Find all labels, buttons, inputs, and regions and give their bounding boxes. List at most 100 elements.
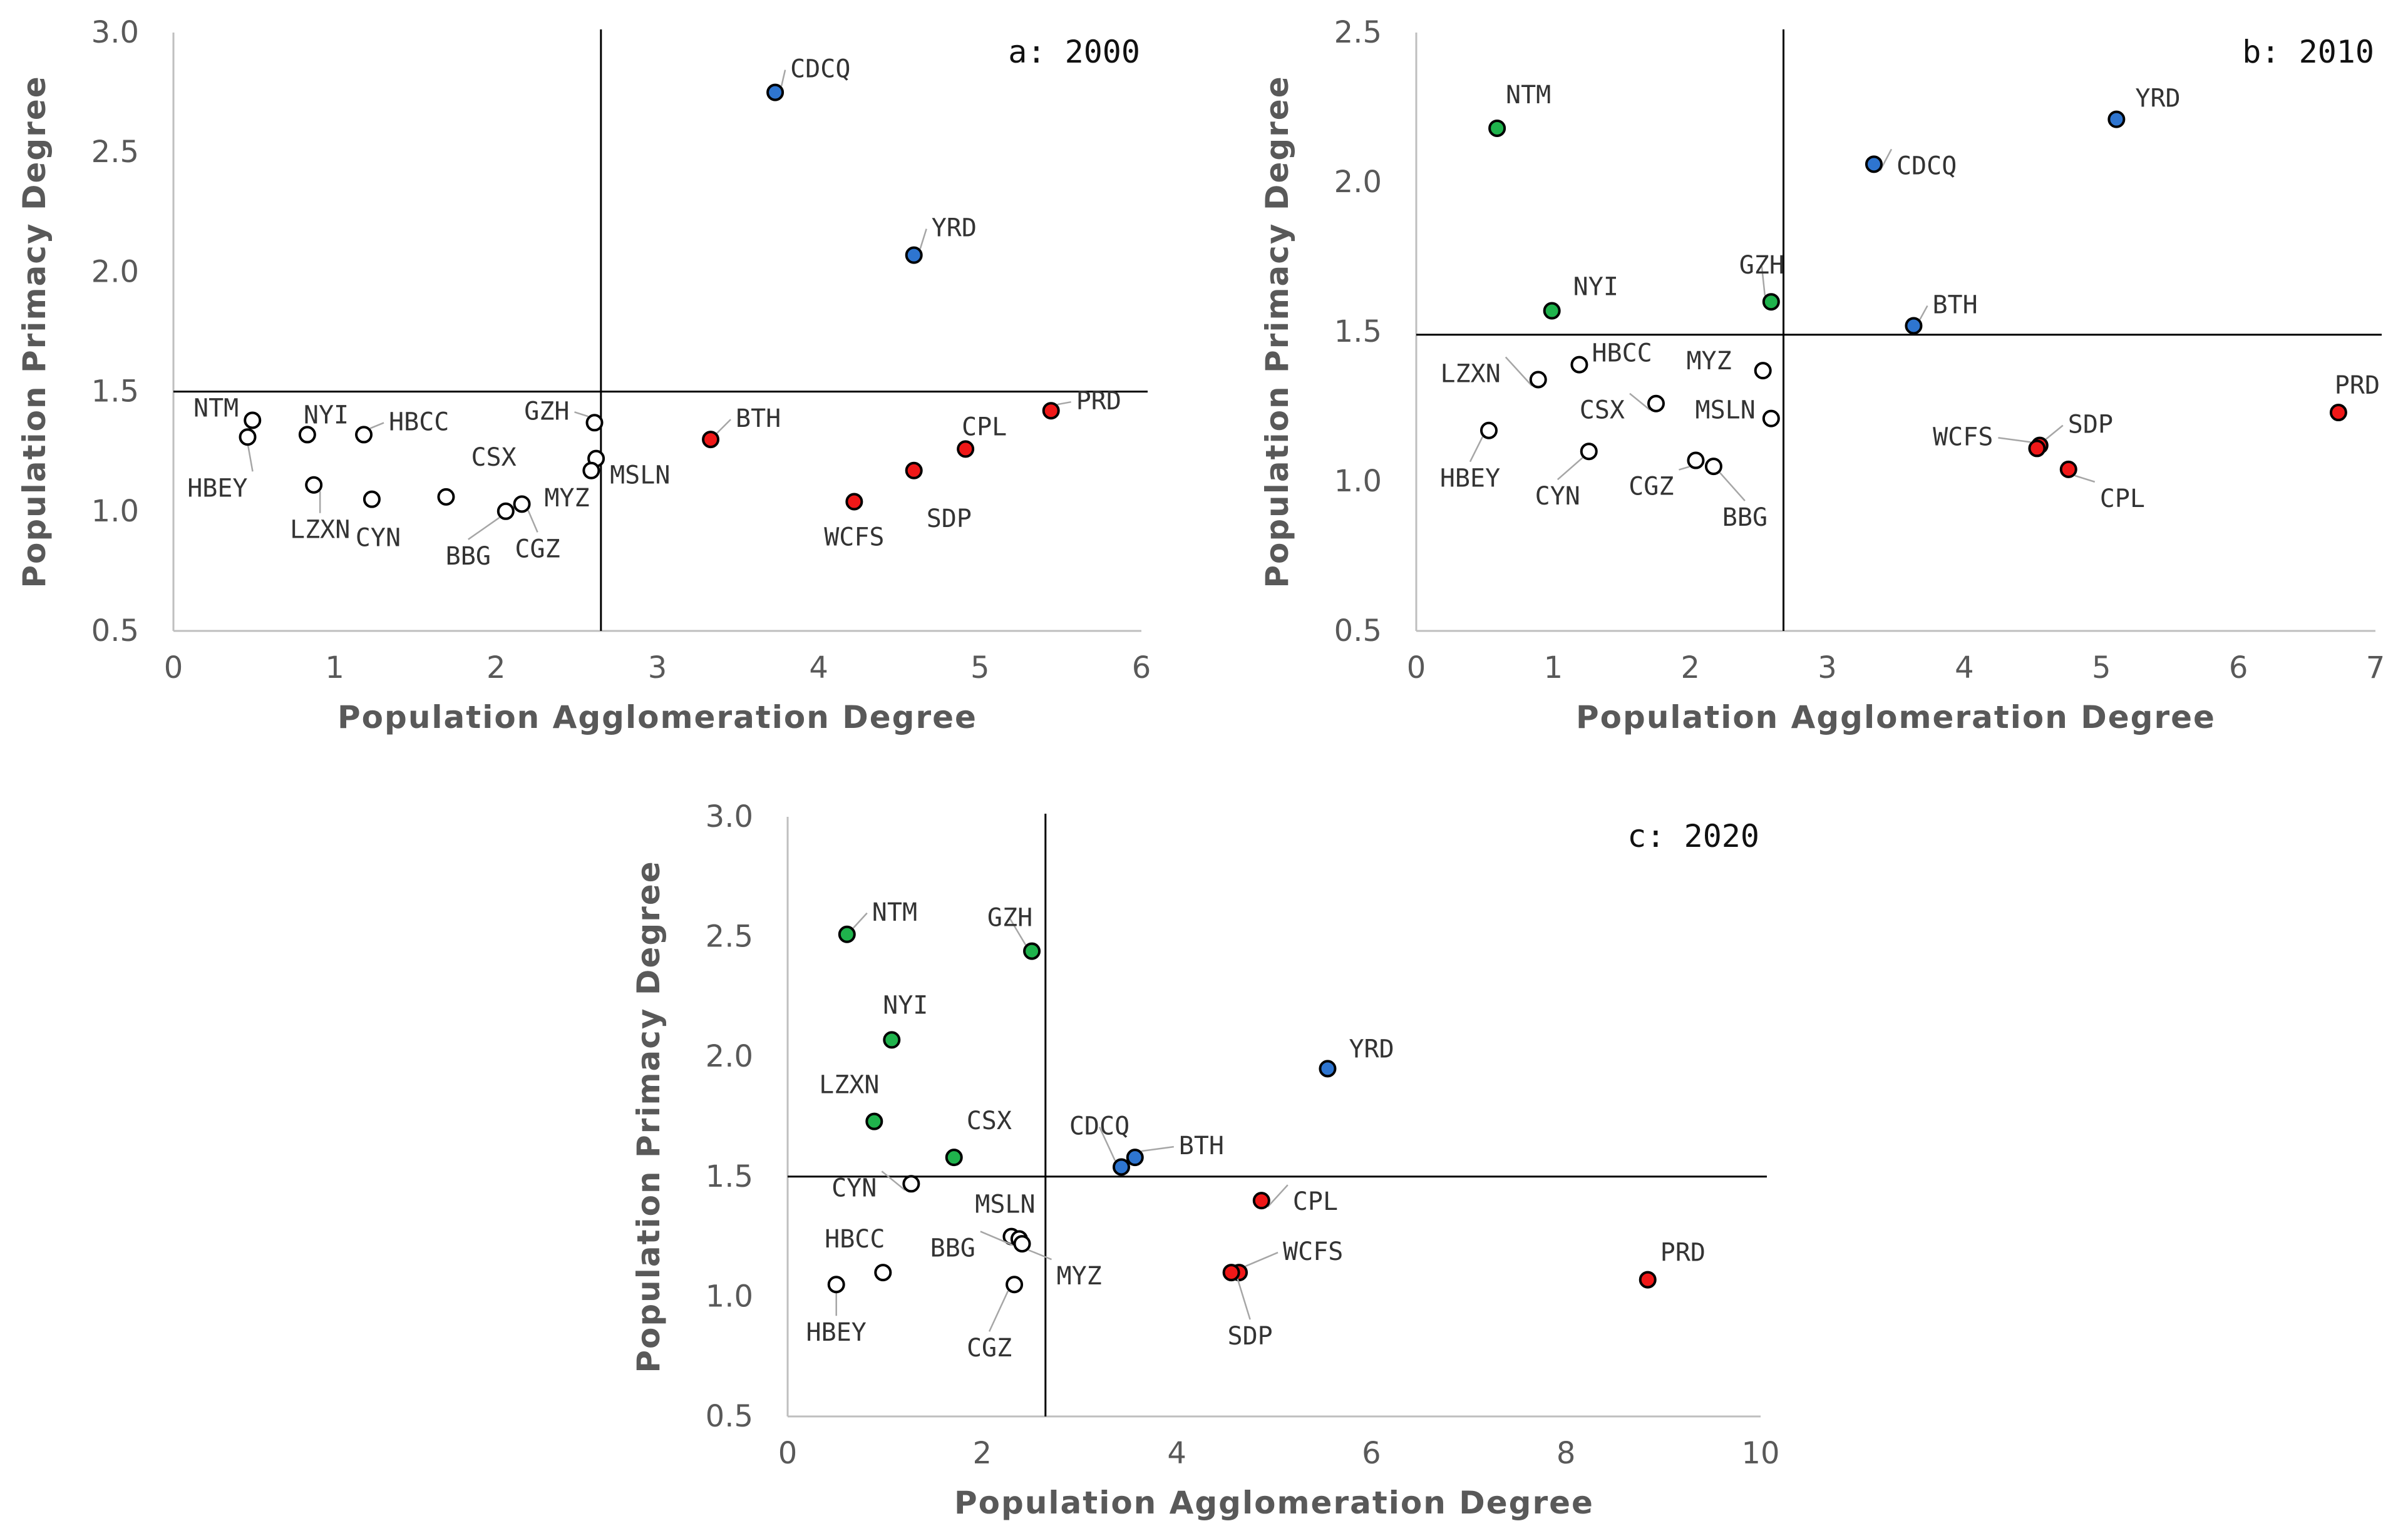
data-point-cyn [902, 1175, 920, 1193]
point-label-lzxn: LZXN [290, 516, 350, 545]
data-point-yrd [2107, 110, 2126, 128]
point-label-nyi: NYI [304, 401, 349, 429]
data-point-cgz [1006, 1276, 1024, 1294]
y-axis-title: Population Primacy Degree [16, 75, 53, 588]
point-label-sdp: SDP [2068, 411, 2113, 439]
point-label-wcfs: WCFS [1933, 422, 1993, 451]
point-label-yrd: YRD [932, 214, 977, 243]
point-label-gzh: GZH [987, 904, 1032, 933]
data-point-hbcc [1570, 356, 1588, 374]
leader-line [369, 422, 384, 429]
x-tick-label: 10 [1741, 1436, 1779, 1471]
data-point-cpl [2059, 460, 2077, 478]
x-tick-label: 1 [1544, 650, 1563, 685]
x-tick-label: 4 [809, 650, 828, 685]
point-label-hbey: HBEY [806, 1318, 867, 1347]
data-point-lzxn [305, 476, 323, 494]
data-point-cpl [957, 440, 975, 458]
leader-line [574, 411, 589, 417]
leader-line [1629, 392, 1650, 411]
y-tick-label: 0.5 [706, 1399, 753, 1434]
x-axis-title: Population Agglomeration Degree [1576, 699, 2216, 735]
leader-line [919, 228, 927, 250]
y-tick-label: 1.5 [706, 1159, 753, 1194]
point-label-bbg: BBG [446, 542, 491, 571]
data-point-csx [1647, 394, 1665, 412]
x-tick-label: 5 [970, 650, 990, 685]
data-point-msln [1762, 409, 1780, 428]
point-label-lzxn: LZXN [1440, 359, 1500, 388]
data-point-sdp [1222, 1264, 1240, 1282]
point-label-cyn: CYN [356, 524, 401, 553]
point-label-msln: MSLN [1695, 396, 1756, 425]
x-tick-label: 0 [1407, 650, 1426, 685]
point-label-myz: MYZ [1686, 347, 1731, 376]
x-tick-label: 1 [325, 650, 344, 685]
y-tick-label: 3.0 [706, 799, 753, 834]
data-point-prd [1042, 402, 1060, 420]
panel-title: b: 2010 [2242, 34, 2374, 70]
point-label-cgz: CGZ [515, 535, 560, 563]
y-tick-label: 1.5 [91, 374, 139, 409]
data-point-myz [1754, 362, 1772, 380]
point-label-yrd: YRD [1349, 1035, 1394, 1063]
data-point-prd [2329, 404, 2347, 422]
data-point-gzh [1762, 293, 1780, 311]
point-label-cdcq: CDCQ [1896, 151, 1957, 180]
point-label-ntm: NTM [872, 898, 917, 927]
y-tick-label: 2.0 [91, 254, 139, 289]
point-label-sdp: SDP [1227, 1322, 1272, 1351]
point-label-csx: CSX [1580, 396, 1625, 425]
x-tick-label: 6 [2229, 650, 2248, 685]
point-label-msln: MSLN [975, 1190, 1035, 1219]
x-axis-title: Population Agglomeration Degree [337, 699, 977, 735]
leader-line [988, 1290, 1009, 1332]
point-label-cgz: CGZ [967, 1334, 1012, 1363]
data-point-bth [1905, 317, 1923, 335]
data-point-cpl [1252, 1192, 1270, 1210]
leader-line [1098, 1126, 1116, 1161]
data-point-wcfs [2028, 439, 2046, 458]
y-tick-label: 0.5 [1334, 613, 1382, 648]
y-tick-label: 2.5 [706, 919, 753, 955]
x-axis-title: Population Agglomeration Degree [954, 1485, 1594, 1521]
leader-line [1505, 356, 1533, 387]
x-tick-label: 5 [2092, 650, 2111, 685]
data-point-yrd [1319, 1060, 1337, 1078]
data-point-bbg [1704, 458, 1722, 476]
leader-line [1761, 266, 1766, 296]
leader-line [1919, 305, 1928, 320]
y-tick-label: 3.0 [91, 15, 139, 50]
leader-line [852, 912, 868, 929]
point-label-wcfs: WCFS [1283, 1237, 1343, 1266]
x-tick-label: 3 [648, 650, 667, 685]
leader-line [1237, 1278, 1251, 1320]
data-point-ntm [1488, 119, 1506, 137]
leader-line [1998, 437, 2031, 443]
point-label-hbey: HBEY [187, 474, 247, 503]
x-tick-label: 0 [778, 1436, 798, 1471]
leader-line [1469, 436, 1484, 463]
data-point-bbg [497, 502, 515, 520]
point-label-bth: BTH [1179, 1132, 1224, 1160]
point-label-bbg: BBG [930, 1234, 975, 1262]
point-label-gzh: GZH [524, 397, 569, 426]
leader-line [716, 419, 731, 434]
point-label-nyi: NYI [883, 991, 928, 1020]
data-point-hbey [1479, 421, 1498, 439]
data-point-cdcq [1113, 1158, 1131, 1176]
panel-title: c: 2020 [1627, 818, 1759, 854]
point-label-prd: PRD [1660, 1239, 1706, 1267]
leader-line [1057, 401, 1071, 406]
leader-line [780, 69, 786, 86]
x-tick-label: 4 [1167, 1436, 1186, 1471]
point-label-ntm: NTM [193, 394, 239, 422]
panel-b: 0.5 1.0 1.5 2.0 2.5 0 1 2 3 4 5 6 7 Population Agglom… [1259, 15, 2385, 735]
point-label-msln: MSLN [610, 461, 670, 490]
point-label-hbey: HBEY [1440, 464, 1500, 493]
x-tick-label: 2 [973, 1436, 992, 1471]
data-point-hbey [239, 428, 257, 446]
data-point-ntm [244, 411, 262, 429]
data-point-cdcq [766, 83, 785, 101]
